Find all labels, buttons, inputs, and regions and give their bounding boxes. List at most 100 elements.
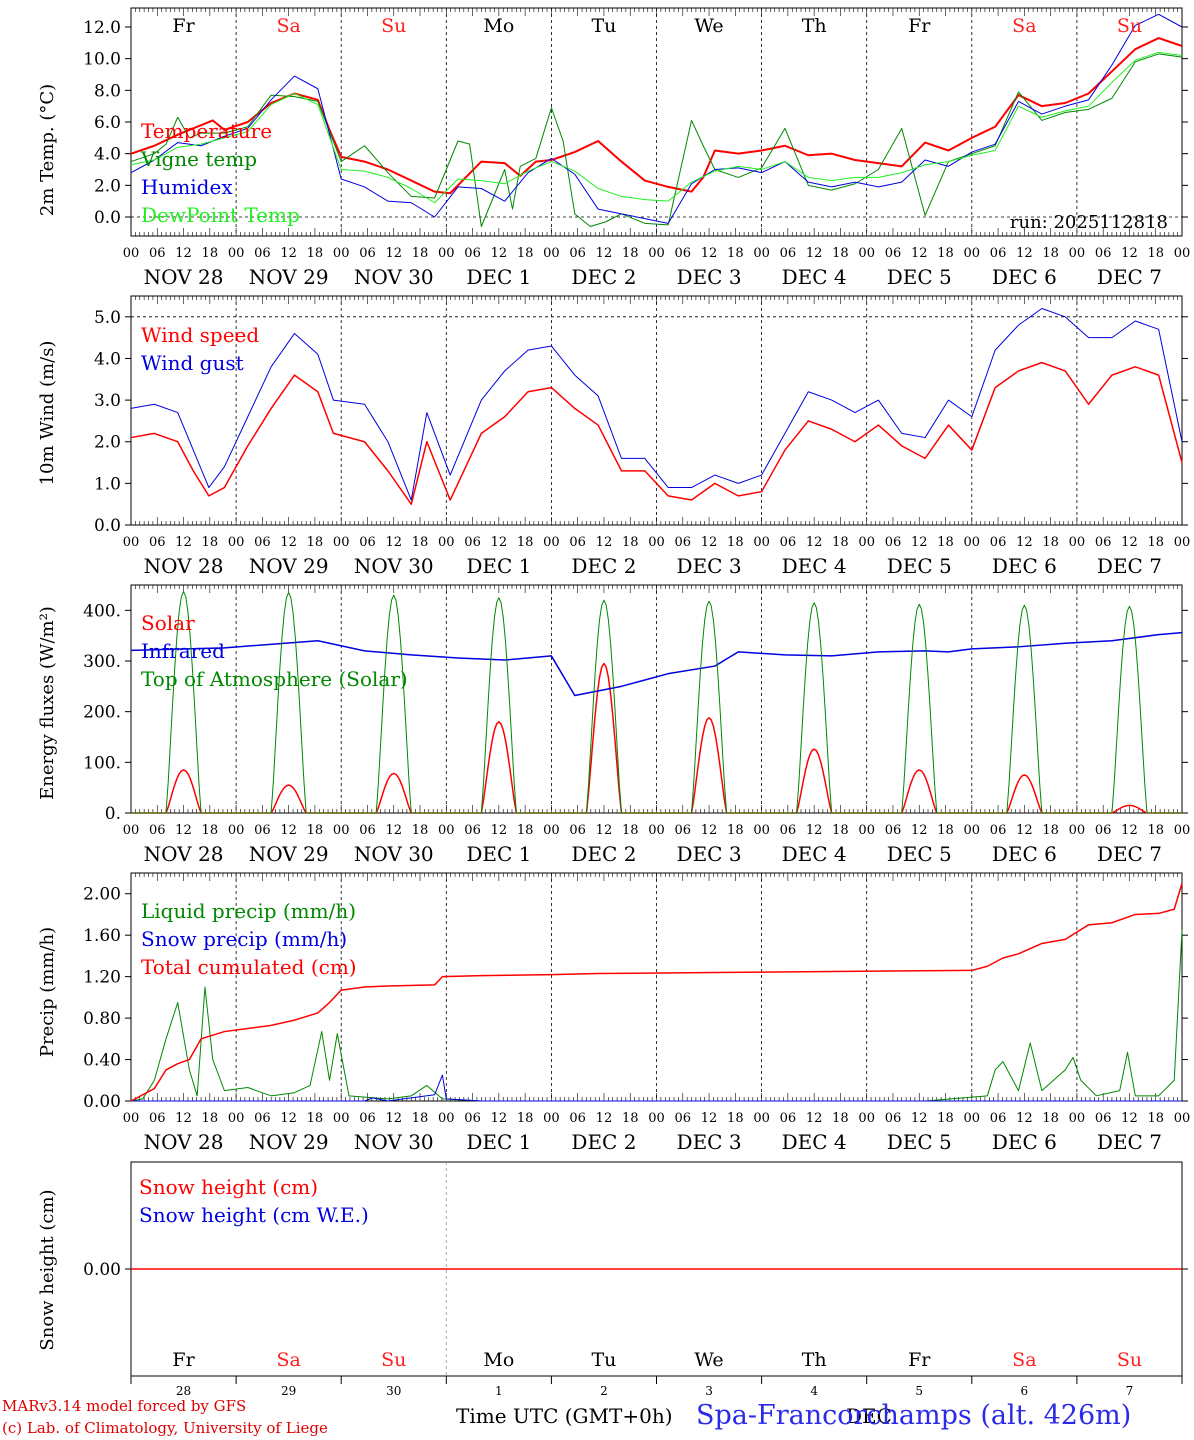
hour-tick-label: 18 — [832, 246, 849, 261]
y-tick-label: 1.0 — [94, 474, 121, 494]
legend-entry: Humidex — [141, 175, 233, 199]
hour-tick-label: 06 — [990, 246, 1007, 261]
date-label: DEC 4 — [782, 554, 847, 578]
weekday-label: We — [694, 1349, 723, 1371]
hour-tick-label: 00 — [543, 246, 560, 261]
legend-entry: Wind gust — [141, 351, 244, 375]
hour-tick-label: 06 — [359, 1111, 376, 1126]
hour-tick-label: 18 — [622, 246, 639, 261]
hour-tick-label: 12 — [806, 823, 823, 838]
hour-tick-label: 18 — [727, 823, 744, 838]
hour-tick-label: 00 — [333, 535, 350, 550]
day-number-label: 2 — [600, 1384, 608, 1398]
day-number-label: 1 — [495, 1384, 503, 1398]
panel-temperature: 12.0 10.0 8.0 6.0 4.0 2.0 0.0 2m Temp. (°C) Temp… — [37, 7, 1190, 289]
y-tick-label: 0.00 — [83, 1260, 121, 1280]
hour-tick-label: 06 — [990, 1111, 1007, 1126]
y-tick-label: 400. — [83, 601, 121, 621]
day-number-label: 7 — [1126, 1384, 1134, 1398]
weekday-label: Th — [802, 15, 827, 37]
hour-tick-label: 06 — [254, 246, 271, 261]
legend-entry: DewPoint Temp — [141, 203, 300, 227]
hour-tick-label: 12 — [596, 246, 613, 261]
hour-tick-label: 06 — [780, 246, 797, 261]
hour-tick-label: 00 — [438, 1111, 455, 1126]
hour-tick-label: 18 — [1147, 535, 1164, 550]
weekday-label: Fr — [908, 1349, 931, 1371]
date-label: DEC 7 — [1097, 265, 1162, 289]
hour-tick-label: 18 — [517, 246, 534, 261]
hour-tick-label: 18 — [727, 246, 744, 261]
weekday-label: Mo — [483, 1349, 514, 1371]
hour-tick-label: 06 — [1095, 535, 1112, 550]
y-tick-label: 0.80 — [83, 1009, 121, 1029]
weekday-label: Sa — [276, 1349, 300, 1371]
lab-credit: (c) Lab. of Climatology, University of L… — [2, 1419, 328, 1437]
hour-tick-label: 12 — [806, 1111, 823, 1126]
weekday-label: Sa — [1012, 15, 1036, 37]
hour-tick-label: 12 — [385, 535, 402, 550]
hour-tick-label: 12 — [1121, 823, 1138, 838]
hour-tick-label: 12 — [1016, 1111, 1033, 1126]
series-line-wind-gust — [130, 307, 1183, 501]
hour-tick-label: 00 — [753, 823, 770, 838]
hour-tick-label: 12 — [701, 823, 718, 838]
hour-tick-label: 00 — [1069, 535, 1086, 550]
date-label: NOV 28 — [144, 265, 224, 289]
hour-tick-label: 00 — [964, 823, 981, 838]
hour-tick-label: 18 — [832, 535, 849, 550]
hour-tick-label: 18 — [307, 535, 324, 550]
weekday-label: Fr — [172, 1349, 195, 1371]
legend-entry: Temperature — [141, 119, 272, 143]
hour-tick-label: 00 — [543, 535, 560, 550]
legend-entry: Solar — [141, 611, 195, 635]
date-label: NOV 28 — [144, 554, 224, 578]
hour-tick-label: 12 — [1016, 823, 1033, 838]
hour-tick-label: 00 — [648, 823, 665, 838]
hour-tick-label: 12 — [175, 1111, 192, 1126]
date-label: DEC 4 — [782, 842, 847, 866]
date-label: DEC 3 — [677, 842, 742, 866]
hour-tick-label: 06 — [149, 823, 166, 838]
hour-tick-label: 06 — [569, 535, 586, 550]
hour-tick-label: 12 — [701, 535, 718, 550]
date-label: DEC 4 — [782, 1130, 847, 1154]
hour-tick-label: 18 — [202, 1111, 219, 1126]
y-tick-label: 4.0 — [94, 349, 121, 369]
hour-tick-label: 12 — [280, 246, 297, 261]
hour-tick-label: 12 — [1016, 535, 1033, 550]
hour-tick-label: 12 — [806, 246, 823, 261]
hour-tick-label: 12 — [1016, 246, 1033, 261]
date-label: NOV 29 — [249, 1130, 329, 1154]
series-line-wind-speed — [130, 361, 1183, 505]
y-tick-label: 0.0 — [94, 516, 121, 536]
y-tick-label: 0. — [105, 804, 121, 824]
y-axis-label: Precip (mm/h) — [37, 927, 58, 1057]
hour-tick-label: 06 — [885, 1111, 902, 1126]
hour-tick-label: 00 — [858, 1111, 875, 1126]
date-label: DEC 2 — [571, 1130, 636, 1154]
series-line-vigne-temp — [130, 53, 1183, 227]
hour-tick-label: 12 — [280, 1111, 297, 1126]
date-label: DEC 6 — [992, 554, 1057, 578]
date-label: DEC 5 — [887, 265, 952, 289]
date-label: DEC 7 — [1097, 842, 1162, 866]
weekday-label: Fr — [908, 15, 931, 37]
hour-tick-label: 12 — [491, 1111, 508, 1126]
hour-tick-label: 18 — [517, 823, 534, 838]
hour-tick-label: 00 — [123, 1111, 140, 1126]
hour-tick-label: 12 — [280, 823, 297, 838]
hour-tick-label: 12 — [911, 823, 928, 838]
hour-tick-label: 12 — [385, 246, 402, 261]
date-label: DEC 1 — [466, 842, 531, 866]
day-number-label: 3 — [705, 1384, 713, 1398]
hour-tick-label: 18 — [202, 246, 219, 261]
weekday-label: Su — [381, 15, 406, 37]
hour-tick-label: 00 — [228, 246, 245, 261]
hour-tick-label: 06 — [990, 823, 1007, 838]
series-line-humidex — [130, 13, 1183, 224]
panel-snow: 0.00 Snow height (cm) Snow height (cm) Snow… — [37, 1161, 1188, 1377]
date-label: NOV 30 — [354, 554, 434, 578]
y-tick-label: 6.0 — [94, 113, 121, 133]
y-tick-label: 100. — [83, 753, 121, 773]
